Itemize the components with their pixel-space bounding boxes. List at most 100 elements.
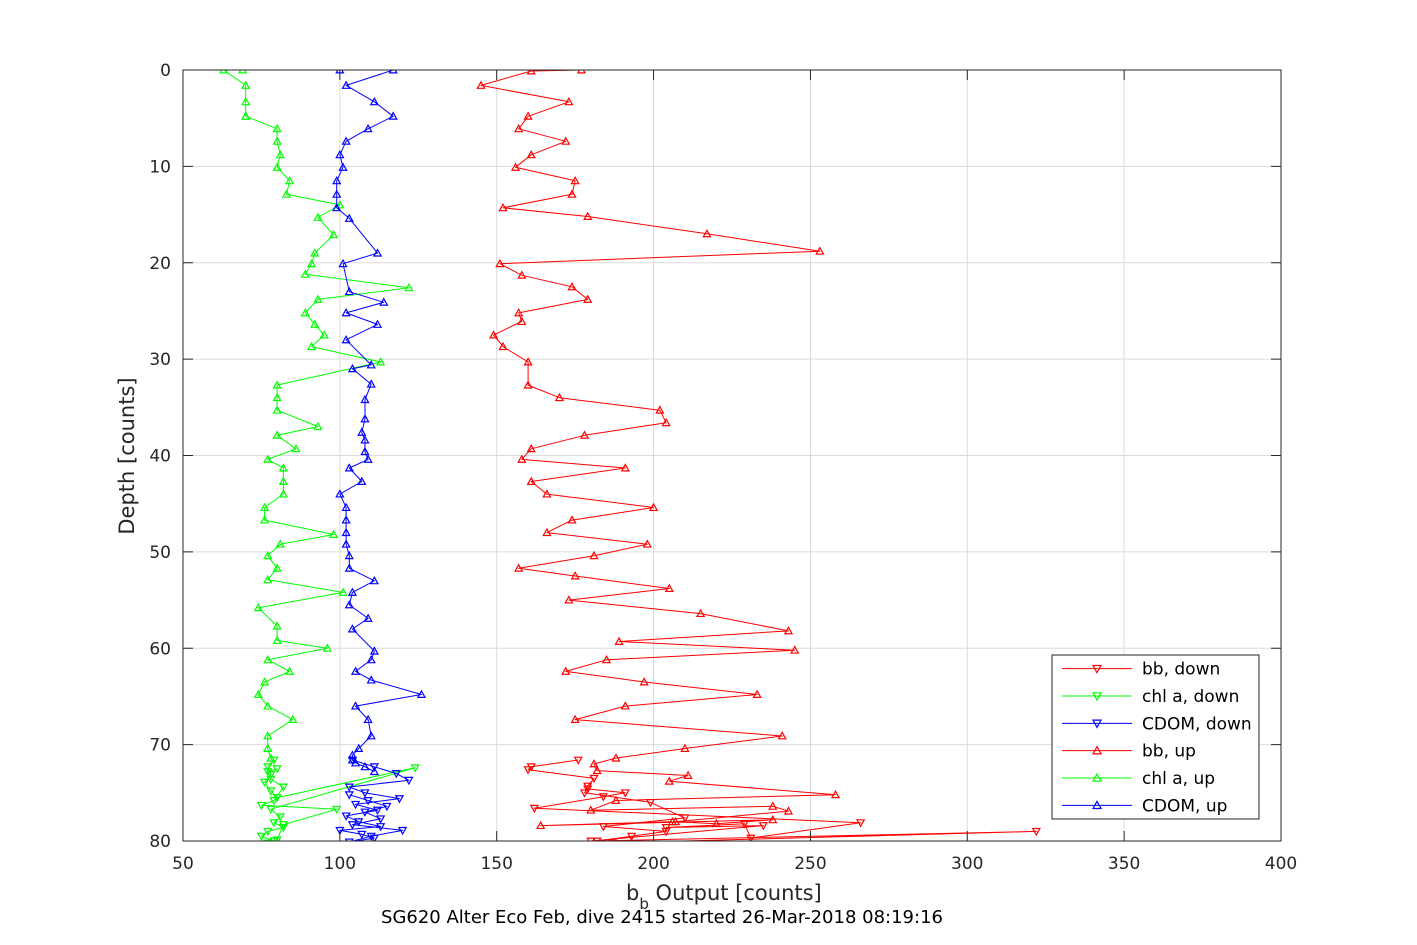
data-point-chl-a-down [275,813,285,822]
legend-label: CDOM, up [1142,796,1227,816]
series-bb-up [476,70,841,830]
data-point-chl-a-up [328,229,339,239]
data-point-cdom-up [363,123,373,133]
data-point-bb-up [777,731,787,740]
data-point-chl-a-up [259,515,270,524]
series-layer [219,70,1041,841]
data-point-bb-down [583,785,593,794]
data-point-chl-a-down [263,768,273,777]
data-point-bb-up [564,595,574,604]
data-point-chl-a-down [410,764,420,773]
data-point-chl-a-down [256,832,267,841]
data-point-cdom-up [363,454,373,463]
data-point-chl-a-up [281,189,292,198]
data-point-cdom-up [350,701,361,710]
x-tick-label: 100 [324,854,356,874]
series-line-bb-up [480,70,836,827]
data-point-bb-up [561,666,571,675]
data-point-cdom-up [341,515,351,524]
data-point-cdom-up [347,624,358,633]
series-cdom-up [332,70,427,776]
data-point-bb-up [570,175,580,185]
data-point-chl-a-down [263,827,273,837]
data-point-chl-a-up [338,587,348,596]
data-point-cdom-down [372,806,383,815]
data-point-chl-a-up [272,123,282,133]
y-tick-label: 20 [149,254,171,274]
data-point-bb-up [664,583,674,592]
data-point-cdom-up [344,286,354,296]
data-point-cdom-up [341,502,351,512]
data-point-cdom-down [394,795,405,804]
data-point-chl-a-up [272,380,282,389]
data-point-bb-up [815,246,825,255]
data-point-chl-a-down [278,824,289,833]
data-point-chl-a-up [272,621,282,630]
data-point-bb-up [620,701,630,710]
data-point-chl-a-down [266,805,276,815]
data-point-cdom-up [388,111,398,120]
data-point-cdom-up [332,175,342,185]
data-point-cdom-up [344,600,354,609]
data-point-bb-up [517,316,527,326]
data-point-chl-a-up [335,200,345,209]
data-point-bb-up [570,714,580,724]
data-point-chl-a-up [310,319,320,328]
data-point-chl-a-up [272,392,282,402]
chart-caption: SG620 Alter Eco Feb, dive 2415 started 2… [381,907,943,928]
data-point-cdom-down [397,826,408,836]
data-point-chl-a-up [266,753,276,762]
data-point-cdom-up [341,527,351,537]
data-point-chl-a-down [256,801,267,811]
data-point-bb-up [611,795,621,805]
legend-item-bb-up: bb, up [1062,742,1196,762]
x-tick-label: 350 [1108,854,1140,874]
data-point-bb-up [526,476,536,486]
data-point-chl-a-up [313,212,323,221]
x-axis-label-main: b [626,881,639,905]
data-point-bb-up [514,123,524,133]
data-point-bb-up [667,816,678,826]
legend-label: bb, up [1142,742,1196,762]
data-point-cdom-up [347,750,358,759]
data-point-cdom-up [350,666,361,675]
series-line-cdom-up [336,70,422,773]
data-point-cdom-down [344,838,354,841]
data-point-cdom-up [369,575,379,585]
data-point-bb-up [680,743,690,752]
data-point-cdom-up [366,360,376,369]
legend-marker [1091,692,1103,702]
y-tick-label: 40 [149,447,171,467]
data-point-cdom-down [350,800,361,810]
data-point-bb-down [529,804,539,814]
data-point-chl-a-down [269,797,279,806]
legend-item-cdom-up: CDOM, up [1062,796,1227,816]
series-cdom-down [335,756,414,841]
data-point-chl-a-up [241,111,251,120]
data-point-chl-a-up [310,248,320,257]
data-point-chl-a-up [272,405,282,414]
series-line-bb-down [527,759,1037,841]
data-point-chl-a-down [266,787,276,796]
data-point-chl-a-up [272,430,282,439]
data-point-cdom-up [335,489,345,498]
data-point-bb-up [570,571,580,580]
data-point-bb-up [576,70,587,74]
data-point-cdom-up [347,755,358,764]
data-point-chl-a-up [263,550,273,560]
data-point-cdom-up [344,550,354,560]
legend-item-bb-down: bb, down [1062,660,1220,680]
legend-item-chl-a-down: chl a, down [1062,687,1239,707]
data-point-bb-up [648,502,659,512]
data-point-cdom-down [360,789,370,798]
data-point-bb-down [746,834,756,841]
data-point-chl-a-up [319,330,329,339]
data-point-chl-a-down [272,765,282,774]
data-point-bb-up [583,211,593,220]
data-point-chl-a-down [272,836,282,841]
data-point-bb-up [614,636,624,645]
data-point-bb-up [523,111,533,120]
data-point-cdom-down [335,826,345,836]
data-point-cdom-up [360,414,370,423]
